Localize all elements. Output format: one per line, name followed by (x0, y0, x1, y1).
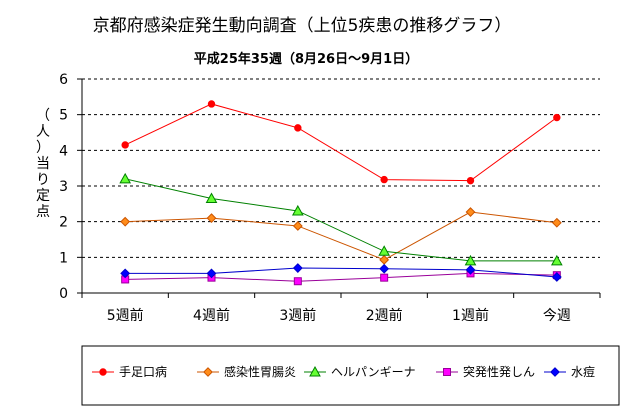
legend-item: 水痘 (544, 364, 595, 379)
x-tick-labels: 5週前 4週前 3週前 2週前 1週前 今週 (107, 307, 571, 324)
series-line (125, 272, 557, 282)
data-point (551, 272, 562, 282)
y-tick-label: 5 (59, 108, 68, 124)
y-tick-label: 3 (59, 179, 68, 195)
legend-box (81, 345, 620, 406)
data-point (293, 277, 302, 286)
data-point (465, 207, 476, 217)
legend-marker (443, 368, 451, 376)
x-tick-label: 1週前 (452, 307, 489, 324)
legend-label: 手足口病 (119, 364, 167, 379)
data-point (378, 245, 391, 256)
data-point (291, 204, 304, 216)
data-point (205, 192, 218, 203)
legend-item: 突発性発しん (436, 364, 535, 379)
y-tick-label: 0 (59, 286, 68, 302)
y-tick-labels: 0 1 2 3 4 5 6 (59, 72, 68, 302)
x-tick-label: 4週前 (193, 307, 230, 324)
y-tick-label: 1 (59, 250, 68, 266)
data-point (553, 113, 561, 122)
legend-label: 突発性発しん (463, 364, 535, 379)
axes (77, 78, 601, 298)
x-tick-label: 3週前 (279, 307, 316, 324)
data-point (380, 175, 388, 184)
data-point (119, 172, 132, 184)
data-point (294, 124, 302, 132)
chart-subtitle: 平成25年35週（8月26日～9月1日） (194, 51, 418, 67)
series-1 (121, 100, 561, 185)
data-point (207, 100, 216, 108)
data-point (120, 268, 131, 279)
legend: 手足口病 感染性胃腸炎 ヘルパンギーナ 突発性発しん 水痘 (81, 345, 620, 406)
y-tick-label: 6 (59, 72, 68, 88)
data-point (380, 273, 389, 282)
series-line (124, 103, 558, 182)
data-point (206, 213, 217, 224)
series-line (125, 211, 557, 261)
legend-marker (99, 368, 107, 376)
legend-marker (203, 367, 213, 377)
data-point (292, 221, 303, 231)
legend-marker (309, 365, 321, 377)
series-2 (120, 207, 562, 265)
data-point (550, 254, 563, 266)
data-point (551, 217, 562, 228)
x-tick-label: 5週前 (107, 307, 144, 324)
series-5 (120, 263, 562, 282)
y-tick-label: 2 (59, 215, 68, 231)
data-point (464, 254, 477, 266)
series-group (119, 100, 563, 286)
series-line (125, 178, 557, 262)
y-axis-label-text: （人）当り定点 (36, 108, 50, 220)
data-point (120, 216, 131, 227)
legend-item: ヘルパンギーナ (304, 365, 416, 379)
legend-marker (550, 367, 560, 377)
data-point (379, 254, 390, 265)
series-3 (119, 172, 563, 266)
gridlines (82, 78, 600, 258)
data-point (465, 264, 476, 275)
data-point (466, 176, 475, 185)
legend-label: ヘルパンギーナ (331, 365, 416, 379)
series-line (125, 267, 557, 278)
x-tick-label: 今週 (543, 308, 571, 324)
y-tick-label: 4 (59, 143, 68, 159)
data-point (206, 268, 217, 279)
legend-label: 感染性胃腸炎 (224, 364, 296, 379)
legend-label: 水痘 (571, 364, 595, 379)
data-point (379, 263, 390, 274)
data-point (121, 141, 129, 149)
chart-title: 京都府感染症発生動向調査（上位5疾患の推移グラフ） (93, 16, 512, 36)
data-point (292, 263, 303, 273)
x-tick-label: 2週前 (366, 307, 403, 324)
y-axis-label: （人）当り定点 (36, 108, 50, 220)
legend-item: 手足口病 (92, 364, 167, 379)
legend-item: 感染性胃腸炎 (197, 364, 296, 379)
